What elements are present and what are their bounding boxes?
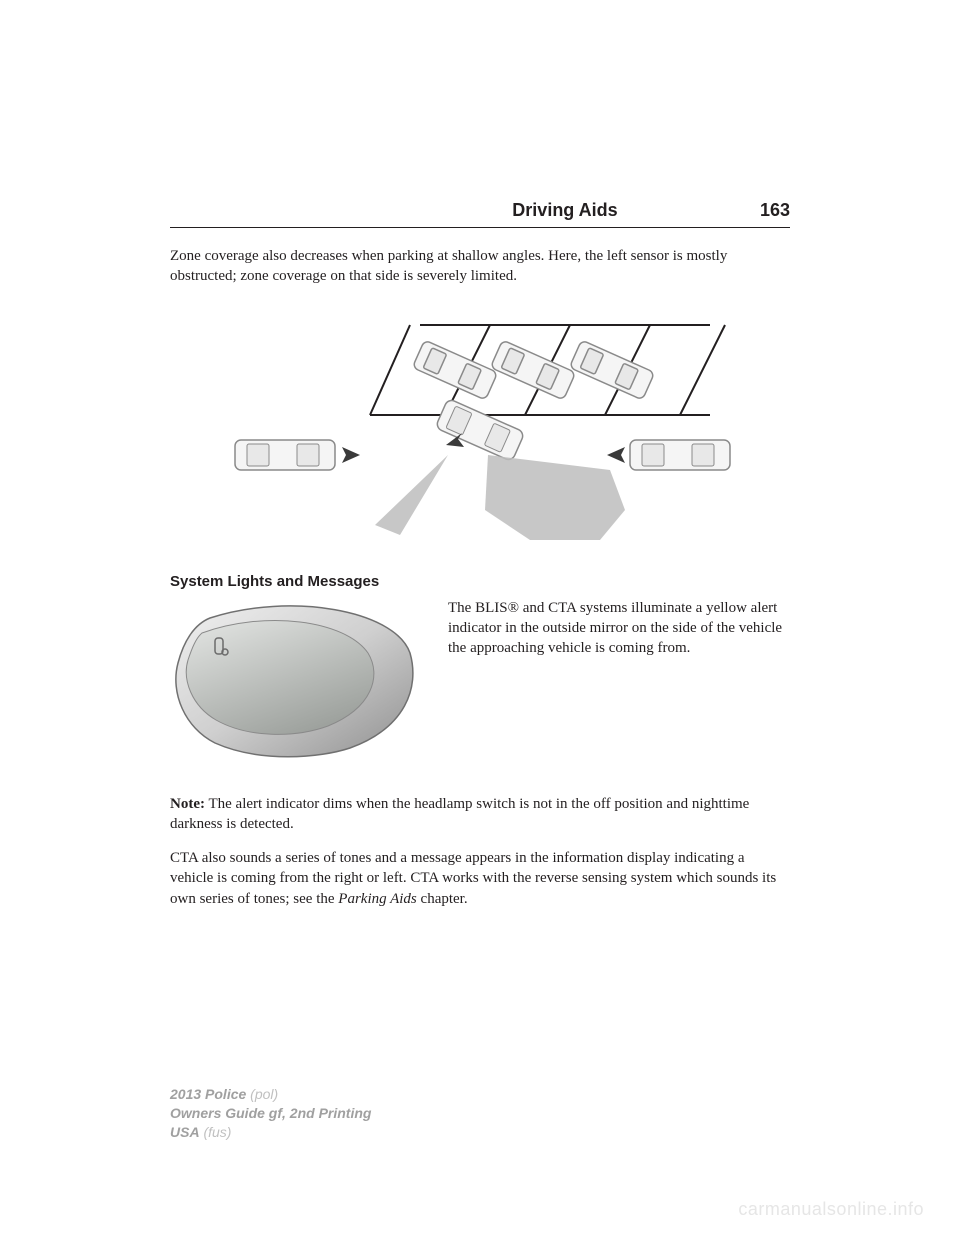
cta-paragraph: CTA also sounds a series of tones and a … xyxy=(170,848,790,909)
footer: 2013 Police (pol) Owners Guide gf, 2nd P… xyxy=(170,1085,371,1142)
header-rule xyxy=(170,227,790,228)
section-heading: System Lights and Messages xyxy=(170,573,790,590)
mirror-row: The BLIS® and CTA systems illuminate a y… xyxy=(170,598,790,768)
mirror-illustration xyxy=(170,598,420,768)
footer-model-code: (pol) xyxy=(246,1086,278,1102)
page-container: Driving Aids 163 Zone coverage also decr… xyxy=(0,0,960,1242)
footer-guide: Owners Guide gf, 2nd Printing xyxy=(170,1104,371,1123)
arrow-left-icon xyxy=(607,447,625,463)
intro-paragraph: Zone coverage also decreases when parkin… xyxy=(170,246,790,287)
page-number: 163 xyxy=(760,200,790,221)
mirror-paragraph: The BLIS® and CTA systems illuminate a y… xyxy=(448,598,790,659)
watermark: carmanualsonline.info xyxy=(738,1199,924,1220)
footer-region: USA xyxy=(170,1124,200,1140)
note-label: Note: xyxy=(170,796,205,812)
parking-diagram-svg xyxy=(230,315,750,545)
footer-region-code: (fus) xyxy=(200,1124,232,1140)
header-title: Driving Aids xyxy=(312,200,617,221)
note-paragraph: Note: The alert indicator dims when the … xyxy=(170,794,790,835)
arrow-right-icon xyxy=(342,447,360,463)
footer-model: 2013 Police xyxy=(170,1086,246,1102)
page-header: Driving Aids 163 xyxy=(170,200,790,221)
note-text: The alert indicator dims when the headla… xyxy=(170,796,749,832)
parking-diagram xyxy=(230,315,750,545)
